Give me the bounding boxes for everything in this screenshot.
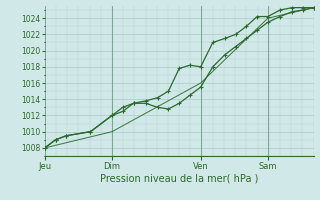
X-axis label: Pression niveau de la mer( hPa ): Pression niveau de la mer( hPa )	[100, 173, 258, 183]
